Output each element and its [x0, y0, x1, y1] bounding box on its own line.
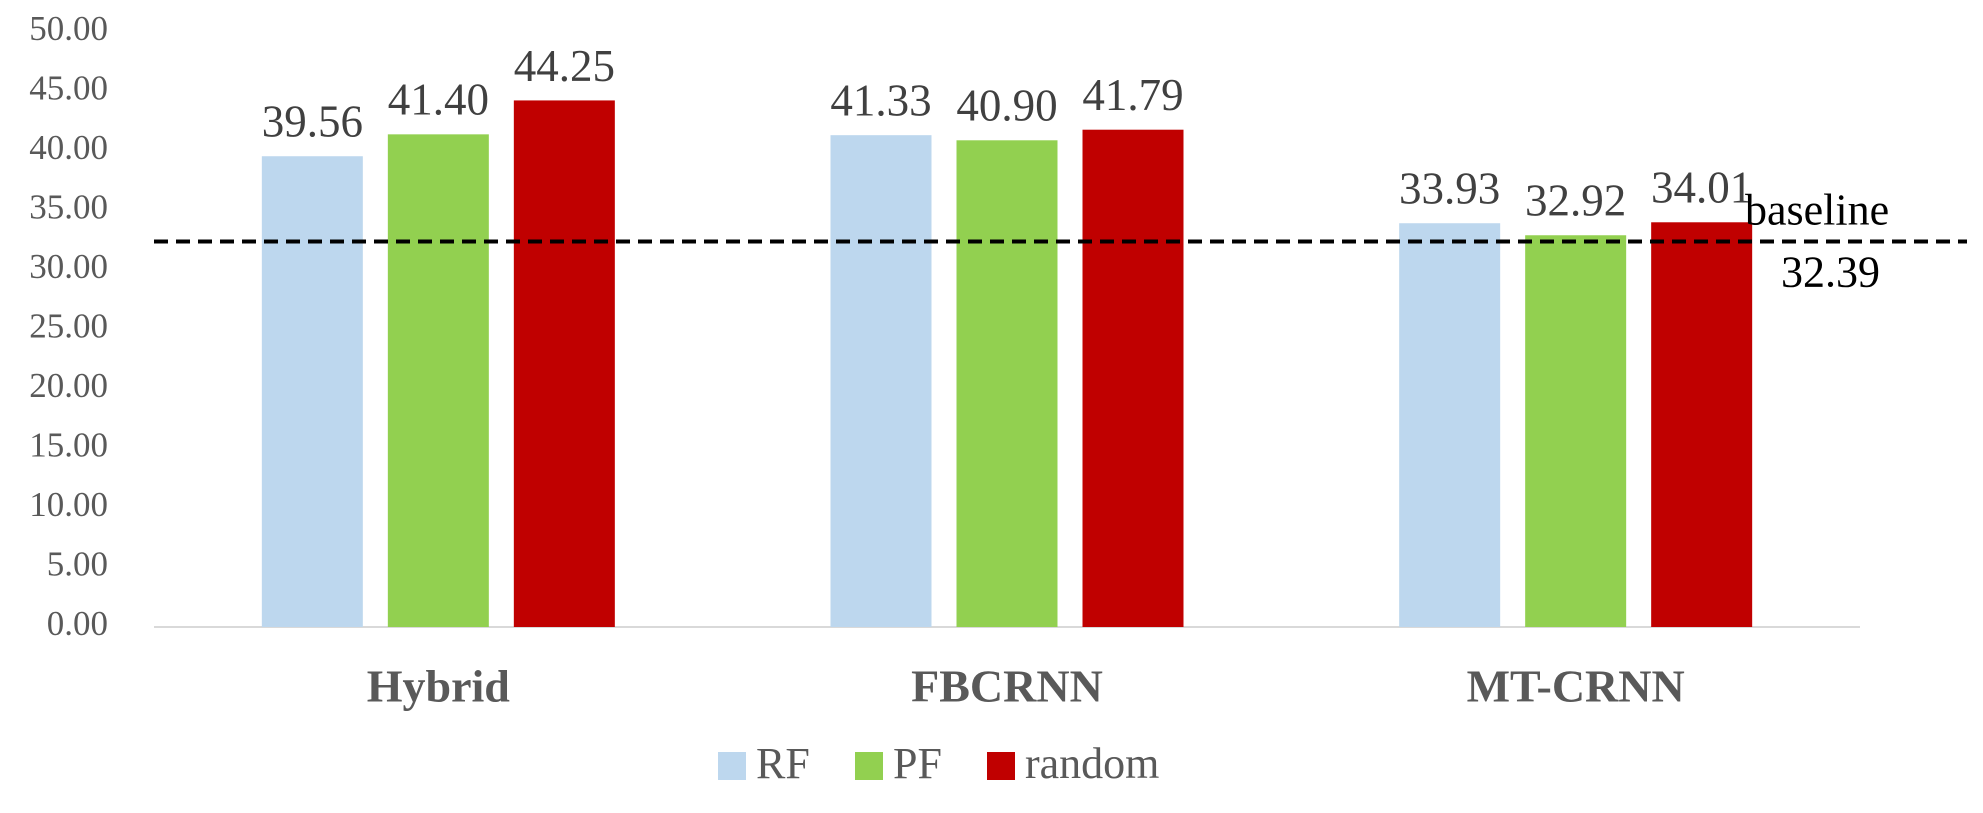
y-tick-label: 25.00: [29, 307, 108, 346]
legend-swatch: [855, 752, 883, 780]
baseline-label: baseline: [1745, 186, 1889, 235]
y-tick-label: 30.00: [29, 247, 108, 286]
value-label: 33.93: [1399, 164, 1500, 214]
value-label: 32.92: [1525, 176, 1626, 226]
bar: [513, 100, 615, 628]
value-label: 41.40: [388, 75, 489, 125]
legend-swatch: [718, 752, 746, 780]
bar: [956, 140, 1058, 628]
bar: [1399, 223, 1501, 627]
y-tick-label: 40.00: [29, 128, 108, 167]
y-tick-label: 5.00: [47, 545, 108, 584]
x-tick-label: Hybrid: [367, 661, 511, 712]
y-tick-label: 0.00: [47, 604, 108, 643]
legend-label: RF: [756, 739, 810, 788]
value-label: 41.33: [830, 76, 931, 126]
bar: [261, 156, 363, 627]
value-label: 44.25: [514, 41, 615, 91]
y-tick-label: 10.00: [29, 485, 108, 524]
bar: [387, 134, 489, 627]
value-label: 41.79: [1082, 70, 1183, 120]
x-tick-label: FBCRNN: [911, 661, 1103, 712]
bar: [830, 135, 932, 627]
bar: [1082, 129, 1184, 627]
bar: [1651, 222, 1753, 627]
value-label: 39.56: [262, 97, 363, 147]
y-tick-label: 20.00: [29, 366, 108, 405]
legend-swatch: [987, 752, 1015, 780]
y-tick-label: 15.00: [29, 426, 108, 465]
legend-label: random: [1025, 739, 1159, 788]
y-tick-label: 35.00: [29, 188, 108, 227]
value-label: 34.01: [1651, 163, 1752, 213]
legend-label: PF: [893, 739, 942, 788]
x-tick-label: MT-CRNN: [1467, 661, 1685, 712]
bar: [1525, 235, 1627, 627]
baseline-value: 32.39: [1781, 248, 1880, 297]
y-tick-label: 50.00: [29, 9, 108, 48]
y-tick-label: 45.00: [29, 69, 108, 108]
value-label: 40.90: [956, 81, 1057, 131]
